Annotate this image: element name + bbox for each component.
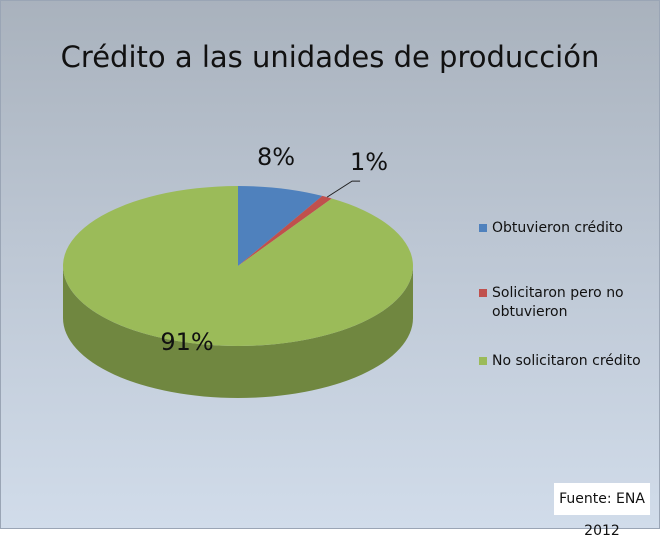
chart-title: Crédito a las unidades de producción	[61, 40, 600, 74]
pie-slice	[62, 186, 414, 346]
legend-label: Obtuvieron crédito	[492, 220, 623, 236]
legend-swatch	[479, 289, 487, 297]
data-label: 91%	[160, 328, 213, 356]
pie-side	[63, 266, 413, 398]
legend-label: No solicitaron crédito	[492, 353, 641, 369]
pie-slice	[238, 186, 323, 266]
legend-swatch	[479, 357, 487, 365]
source-note: Fuente: ENA 2012	[554, 483, 650, 539]
data-label: 1%	[350, 148, 388, 176]
leader-line	[326, 180, 361, 198]
plot: Crédito a las unidades de producción 8% 1…	[61, 40, 600, 398]
legend-entry: Obtuvieron crédito	[479, 219, 660, 238]
legend-entry: Solicitaron pero no obtuvieron	[479, 284, 660, 322]
legend-swatch	[479, 224, 487, 232]
pie-slice	[238, 195, 332, 266]
legend-entry: No solicitaron crédito	[479, 352, 660, 371]
data-label: 8%	[257, 143, 295, 171]
legend-label: Solicitaron pero no obtuvieron	[492, 285, 624, 320]
